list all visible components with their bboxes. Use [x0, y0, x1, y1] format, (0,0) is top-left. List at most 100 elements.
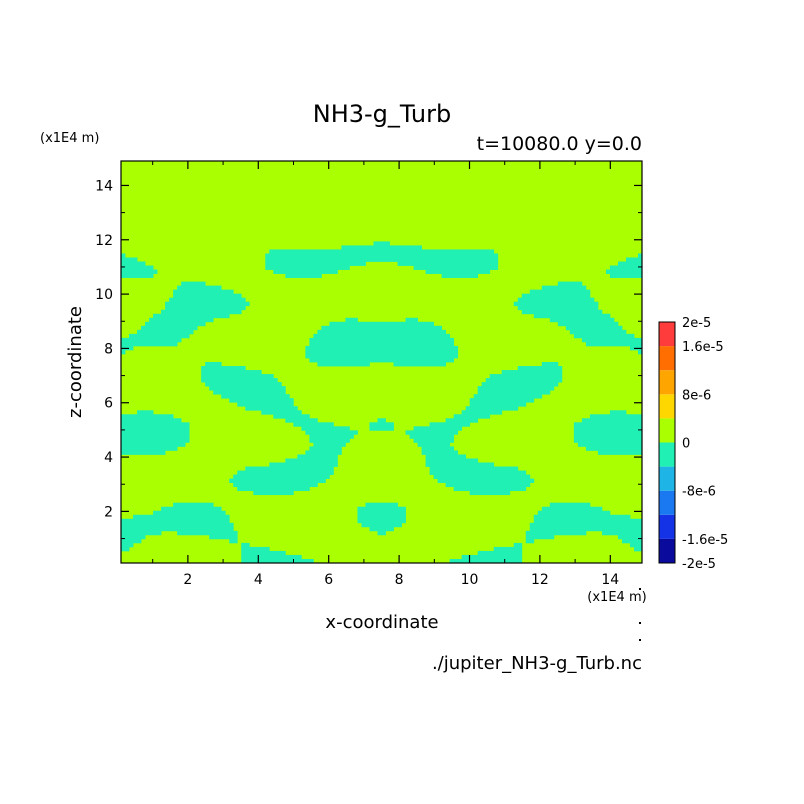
field-negative-region [477, 390, 551, 395]
field-negative-region [397, 261, 499, 266]
field-negative-region [329, 321, 434, 327]
field-negative-region [569, 329, 627, 335]
contour-field [121, 161, 642, 563]
field-negative-region [321, 325, 443, 331]
field-negative-region [421, 450, 459, 455]
field-negative-region [309, 337, 455, 343]
field-negative-region [489, 374, 563, 379]
field-negative-region [161, 506, 222, 512]
field-negative-region [237, 470, 334, 475]
field-negative-region [525, 538, 535, 544]
y-tick-label: 8 [104, 341, 113, 357]
field-negative-region [121, 450, 166, 455]
field-negative-region [173, 293, 242, 299]
field-negative-region [285, 458, 338, 463]
colorbar-segment [659, 418, 675, 443]
field-negative-region [129, 333, 190, 339]
plot-frame [120, 160, 643, 564]
field-negative-region [477, 386, 555, 391]
field-negative-region [429, 466, 519, 471]
colorbar-segment [659, 442, 675, 467]
field-negative-region [493, 546, 523, 552]
field-negative-region [537, 510, 611, 516]
field-negative-region [369, 422, 394, 427]
field-negative-region [413, 426, 463, 431]
field-negative-region [521, 293, 591, 299]
field-negative-region [201, 370, 262, 375]
field-negative-region [305, 430, 358, 435]
field-negative-region [637, 253, 642, 258]
colorbar-frame [658, 321, 676, 564]
field-negative-region [441, 273, 479, 278]
field-negative-region [425, 269, 491, 274]
field-negative-region [345, 317, 358, 323]
colorbar-segment [659, 514, 675, 539]
unit-marks [639, 588, 641, 641]
field-negative-region [573, 434, 642, 439]
field-negative-region [405, 317, 418, 323]
field-negative-region [549, 502, 591, 508]
field-negative-region [517, 297, 595, 303]
field-negative-region [517, 366, 563, 371]
field-negative-region [413, 438, 455, 443]
field-negative-region [425, 462, 495, 467]
field-negative-region [241, 550, 286, 556]
field-negative-region [565, 325, 623, 331]
field-negative-region [121, 265, 154, 270]
field-negative-region [261, 410, 302, 415]
field-negative-region [449, 558, 523, 563]
field-negative-region [305, 450, 342, 455]
field-negative-region [229, 538, 238, 544]
field-negative-region [341, 245, 422, 250]
y-tick-label: 6 [104, 396, 113, 412]
field-negative-region [181, 281, 206, 287]
x-tick-label: 14 [601, 572, 619, 588]
field-negative-region [469, 490, 511, 496]
field-negative-region [121, 530, 162, 536]
field-negative-region [137, 410, 154, 415]
field-negative-region [309, 357, 455, 363]
colorbar-segment [659, 346, 675, 371]
source-filename: ./jupiter_NH3-g_Turb.nc [432, 653, 642, 674]
field-negative-region [205, 362, 222, 367]
field-negative-region [269, 249, 495, 254]
field-negative-region [237, 486, 310, 492]
field-negative-region [517, 305, 599, 311]
field-negative-region [513, 542, 523, 548]
field-negative-region [229, 478, 326, 483]
colorbar-label: 8e-6 [682, 388, 711, 403]
field-negative-region [469, 398, 535, 403]
field-negative-region [409, 434, 455, 439]
field-negative-region [577, 442, 642, 447]
field-negative-region [433, 474, 531, 479]
field-negative-region [121, 253, 126, 258]
field-negative-region [541, 506, 603, 512]
field-negative-region [305, 349, 459, 355]
field-negative-region [121, 438, 190, 443]
field-negative-region [429, 422, 471, 427]
field-negative-region [121, 542, 134, 548]
field-negative-region [141, 325, 198, 331]
colorbar-segment [659, 322, 675, 347]
field-negative-region [609, 410, 627, 415]
field-negative-region [233, 482, 318, 488]
field-negative-region [629, 542, 642, 548]
field-negative-region [573, 438, 642, 443]
field-negative-region [521, 309, 603, 315]
colorbar-segment [659, 370, 675, 395]
field-negative-region [369, 426, 394, 431]
y-tick-label: 2 [104, 504, 113, 520]
colorbar-segment [659, 538, 675, 563]
colorbar-label: 1.6e-5 [682, 340, 724, 355]
colorbar-label: 0 [682, 437, 690, 452]
field-negative-region [121, 337, 182, 343]
y-axis-label: z-coordinate [65, 306, 86, 418]
colorbar-segment [659, 466, 675, 491]
field-negative-region [461, 410, 503, 415]
field-negative-region [121, 269, 158, 274]
field-negative-region [541, 362, 559, 367]
colorbar-label: -2e-5 [682, 557, 716, 572]
field-negative-region [585, 446, 642, 451]
field-negative-region [149, 317, 214, 323]
field-negative-region [269, 462, 338, 467]
